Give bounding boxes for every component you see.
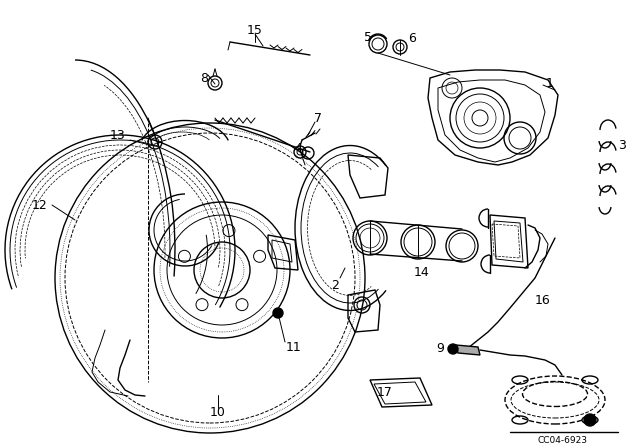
Text: 15: 15 (247, 23, 263, 36)
Text: 2: 2 (331, 279, 339, 292)
Text: 7: 7 (314, 112, 322, 125)
Circle shape (273, 308, 283, 318)
Polygon shape (456, 345, 480, 355)
Text: 16: 16 (535, 293, 551, 306)
Text: 14: 14 (414, 266, 430, 279)
Circle shape (448, 344, 458, 354)
Text: 10: 10 (210, 405, 226, 418)
Text: 17: 17 (377, 385, 393, 399)
Text: CC04-6923: CC04-6923 (537, 435, 587, 444)
Text: 9: 9 (436, 341, 444, 354)
Text: 6: 6 (408, 31, 416, 44)
Text: 1: 1 (546, 77, 554, 90)
Text: 8: 8 (200, 72, 208, 85)
Text: 12: 12 (32, 198, 48, 211)
Circle shape (584, 414, 596, 426)
Text: 11: 11 (286, 340, 302, 353)
Text: 3: 3 (618, 138, 626, 151)
Text: 4: 4 (294, 142, 302, 155)
Text: 5: 5 (364, 30, 372, 43)
Text: 13: 13 (110, 129, 126, 142)
